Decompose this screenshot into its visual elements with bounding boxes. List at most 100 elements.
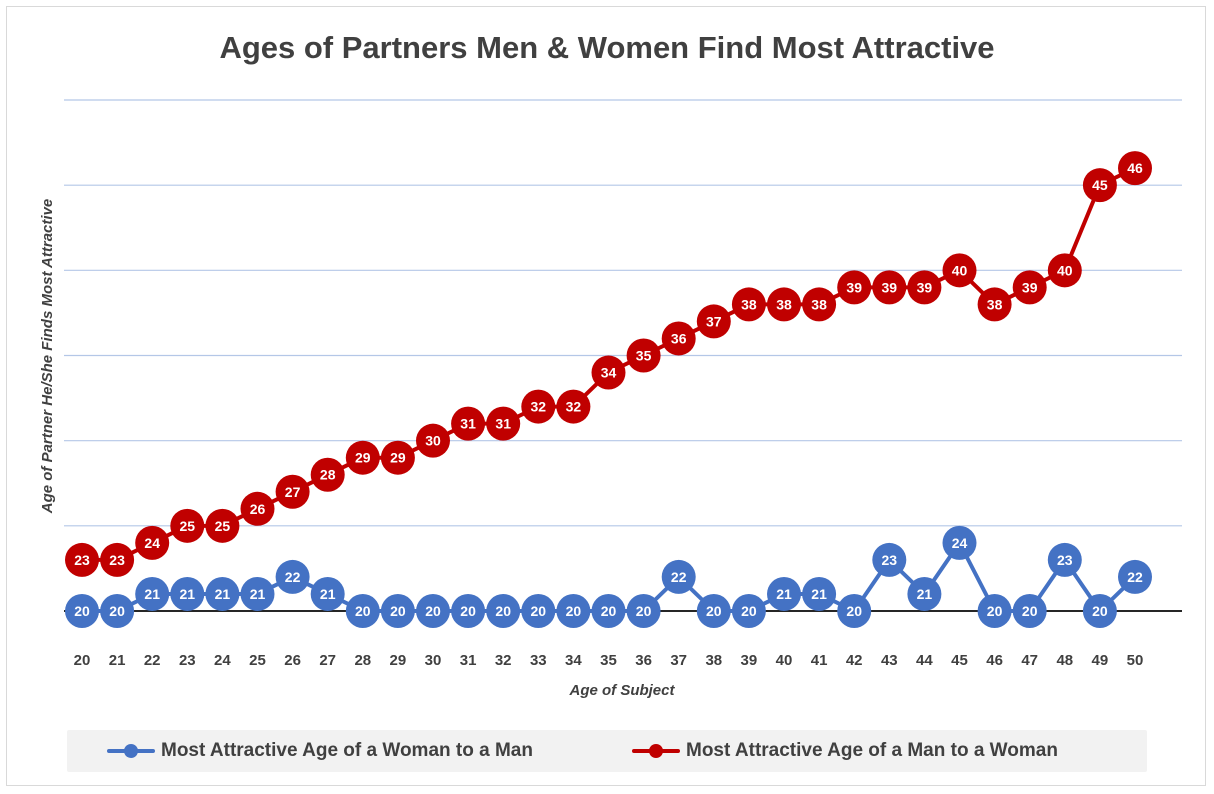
data-label: 20 <box>1022 603 1038 619</box>
chart-frame <box>6 6 1206 786</box>
x-tick-label: 28 <box>354 652 371 669</box>
data-label: 20 <box>601 603 617 619</box>
data-label: 36 <box>671 330 687 346</box>
data-label: 21 <box>811 586 827 602</box>
data-point <box>872 542 907 577</box>
data-point <box>240 576 275 611</box>
data-point <box>521 389 556 424</box>
data-point <box>1082 168 1117 203</box>
data-point <box>591 355 626 390</box>
data-point <box>696 594 731 628</box>
data-point <box>65 594 99 628</box>
legend-item-men: Most Attractive Age of a Man to a Woman <box>632 730 1058 772</box>
data-label: 38 <box>741 296 757 312</box>
data-label: 28 <box>320 467 336 483</box>
x-tick-label: 32 <box>495 652 512 669</box>
data-point <box>345 440 380 475</box>
data-label: 39 <box>846 279 862 295</box>
y-axis-label: Age of Partner He/She Finds Most Attract… <box>39 199 56 515</box>
x-tick-label: 20 <box>74 652 91 669</box>
data-point <box>1118 151 1152 186</box>
x-tick-label: 40 <box>776 652 793 669</box>
data-label: 21 <box>776 586 792 602</box>
data-label: 40 <box>952 262 968 278</box>
data-label: 21 <box>917 586 933 602</box>
data-label: 39 <box>1022 279 1038 295</box>
data-point <box>416 423 450 458</box>
data-point <box>802 287 837 322</box>
x-tick-label: 41 <box>811 652 828 669</box>
gridlines <box>64 99 1182 527</box>
chart-title: Ages of Partners Men & Women Find Most A… <box>219 30 994 65</box>
data-label: 27 <box>285 484 301 500</box>
data-point <box>942 525 977 560</box>
data-point <box>696 304 731 339</box>
data-point <box>942 253 977 288</box>
data-label: 38 <box>811 296 827 312</box>
data-point <box>837 270 872 305</box>
x-tick-label: 39 <box>741 652 758 669</box>
x-tick-label: 47 <box>1021 652 1038 669</box>
x-tick-label: 33 <box>530 652 547 669</box>
data-point <box>1012 594 1047 628</box>
data-point <box>1082 594 1117 628</box>
data-point <box>416 594 450 628</box>
data-label: 20 <box>390 603 406 619</box>
x-tick-label: 44 <box>916 652 933 669</box>
data-label: 20 <box>566 603 582 619</box>
data-label: 25 <box>180 518 196 534</box>
data-label: 38 <box>987 296 1003 312</box>
x-tick-label: 38 <box>705 652 722 669</box>
series-women: 20 20 21 21 21 21 22 21 20 20 20 20 20 20 20 20 20 22 20 20… <box>65 525 1152 628</box>
data-label: 20 <box>531 603 547 619</box>
data-point <box>907 270 942 305</box>
data-label: 21 <box>180 586 196 602</box>
data-label: 31 <box>495 416 511 432</box>
data-point <box>1012 270 1047 305</box>
data-point <box>486 594 521 628</box>
data-label: 24 <box>144 535 160 551</box>
data-label: 32 <box>531 399 547 415</box>
data-label: 40 <box>1057 262 1073 278</box>
x-tick-label: 26 <box>284 652 301 669</box>
data-point <box>275 474 310 509</box>
x-tick-label: 45 <box>951 652 968 669</box>
data-label: 21 <box>250 586 266 602</box>
data-point <box>380 594 415 628</box>
data-point <box>521 594 556 628</box>
series-group: 20 20 21 21 21 21 22 21 20 20 20 20 20 20 20 20 20 22 20 20… <box>65 151 1152 628</box>
data-point <box>451 594 486 628</box>
data-label: 20 <box>636 603 652 619</box>
data-label: 20 <box>109 603 125 619</box>
data-point <box>486 406 521 441</box>
data-point <box>591 594 626 628</box>
data-label: 22 <box>285 569 301 585</box>
x-tick-label: 37 <box>670 652 687 669</box>
data-label: 20 <box>1092 603 1108 619</box>
data-label: 21 <box>144 586 160 602</box>
data-label: 37 <box>706 313 722 329</box>
data-point <box>170 576 205 611</box>
data-label: 23 <box>74 552 90 568</box>
data-point <box>731 287 766 322</box>
x-tick-labels: 20 21 22 23 24 25 26 27 28 29 30 31 32 33 34 35 36 37 38 39… <box>74 652 1144 669</box>
data-point <box>556 389 591 424</box>
x-tick-label: 46 <box>986 652 1003 669</box>
data-point <box>837 594 872 628</box>
data-label: 20 <box>460 603 476 619</box>
data-label: 32 <box>566 399 582 415</box>
data-point <box>345 594 380 628</box>
data-point <box>380 440 415 475</box>
legend-label-women: Most Attractive Age of a Woman to a Man <box>161 740 533 761</box>
data-label: 23 <box>1057 552 1073 568</box>
x-tick-label: 43 <box>881 652 898 669</box>
data-point <box>907 576 942 611</box>
data-label: 20 <box>706 603 722 619</box>
data-point <box>626 338 661 373</box>
legend-swatch-women <box>107 744 155 758</box>
x-tick-label: 34 <box>565 652 582 669</box>
series-men: 23 23 24 25 25 26 27 28 29 29 30 31 31 32 32 34 35 36 37 38… <box>65 151 1152 577</box>
data-label: 21 <box>320 586 336 602</box>
data-point <box>1047 542 1082 577</box>
